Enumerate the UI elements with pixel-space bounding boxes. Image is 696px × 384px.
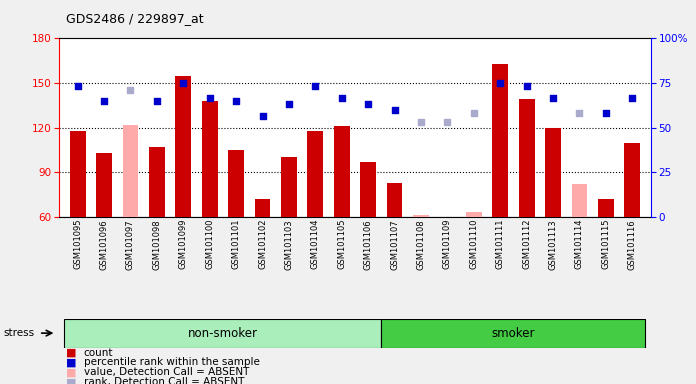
- Point: [336, 95, 347, 101]
- Text: GSM101104: GSM101104: [311, 219, 320, 270]
- Point: [442, 119, 453, 125]
- Bar: [571, 184, 587, 217]
- Bar: [624, 142, 640, 217]
- Text: GSM101096: GSM101096: [100, 219, 109, 270]
- Text: GSM101113: GSM101113: [548, 219, 557, 270]
- Bar: [149, 147, 165, 217]
- Text: count: count: [84, 348, 113, 358]
- Bar: [70, 131, 86, 217]
- Text: rank, Detection Call = ABSENT: rank, Detection Call = ABSENT: [84, 377, 244, 384]
- Bar: [381, 319, 645, 348]
- Text: GDS2486 / 229897_at: GDS2486 / 229897_at: [66, 12, 204, 25]
- Text: GSM101100: GSM101100: [205, 219, 214, 270]
- Text: GSM101106: GSM101106: [364, 219, 372, 270]
- Text: GSM101103: GSM101103: [285, 219, 294, 270]
- Text: percentile rank within the sample: percentile rank within the sample: [84, 358, 260, 367]
- Point: [416, 119, 427, 125]
- Text: GSM101112: GSM101112: [522, 219, 531, 270]
- Bar: [413, 215, 429, 217]
- Point: [99, 98, 110, 104]
- Text: GSM101102: GSM101102: [258, 219, 267, 270]
- Text: ■: ■: [66, 367, 77, 377]
- Bar: [96, 153, 112, 217]
- Text: GSM101101: GSM101101: [232, 219, 241, 270]
- Text: GSM101111: GSM101111: [496, 219, 505, 270]
- Point: [177, 80, 189, 86]
- Text: GSM101097: GSM101097: [126, 219, 135, 270]
- Text: GSM101108: GSM101108: [416, 219, 425, 270]
- Point: [230, 98, 242, 104]
- Bar: [281, 157, 297, 217]
- Bar: [545, 127, 561, 217]
- Text: value, Detection Call = ABSENT: value, Detection Call = ABSENT: [84, 367, 249, 377]
- Text: GSM101109: GSM101109: [443, 219, 452, 270]
- Text: GSM101116: GSM101116: [628, 219, 637, 270]
- Text: GSM101095: GSM101095: [73, 219, 82, 270]
- Text: GSM101115: GSM101115: [601, 219, 610, 270]
- Text: GSM101099: GSM101099: [179, 219, 188, 270]
- Text: GSM101107: GSM101107: [390, 219, 399, 270]
- Point: [310, 83, 321, 89]
- Point: [204, 95, 215, 101]
- Text: ■: ■: [66, 348, 77, 358]
- Point: [151, 98, 162, 104]
- Point: [72, 83, 84, 89]
- Point: [363, 101, 374, 107]
- Text: ■: ■: [66, 358, 77, 367]
- Point: [389, 107, 400, 113]
- Bar: [122, 125, 139, 217]
- Text: GSM101105: GSM101105: [338, 219, 346, 270]
- Text: non-smoker: non-smoker: [188, 327, 258, 339]
- Bar: [598, 199, 614, 217]
- Bar: [65, 319, 381, 348]
- Point: [548, 95, 559, 101]
- Bar: [466, 212, 482, 217]
- Point: [521, 83, 532, 89]
- Bar: [492, 64, 508, 217]
- Point: [626, 95, 638, 101]
- Bar: [228, 150, 244, 217]
- Text: GSM101114: GSM101114: [575, 219, 584, 270]
- Point: [495, 80, 506, 86]
- Text: GSM101110: GSM101110: [469, 219, 478, 270]
- Text: smoker: smoker: [491, 327, 535, 339]
- Bar: [387, 183, 402, 217]
- Point: [600, 110, 611, 116]
- Point: [125, 88, 136, 94]
- Point: [257, 113, 268, 119]
- Point: [468, 110, 480, 116]
- Bar: [175, 76, 191, 217]
- Text: GSM101098: GSM101098: [152, 219, 161, 270]
- Bar: [361, 162, 376, 217]
- Bar: [519, 99, 535, 217]
- Point: [574, 110, 585, 116]
- Point: [283, 101, 294, 107]
- Bar: [308, 131, 323, 217]
- Bar: [202, 101, 218, 217]
- Text: stress: stress: [3, 328, 35, 338]
- Bar: [334, 126, 349, 217]
- Bar: [255, 199, 271, 217]
- Text: ■: ■: [66, 377, 77, 384]
